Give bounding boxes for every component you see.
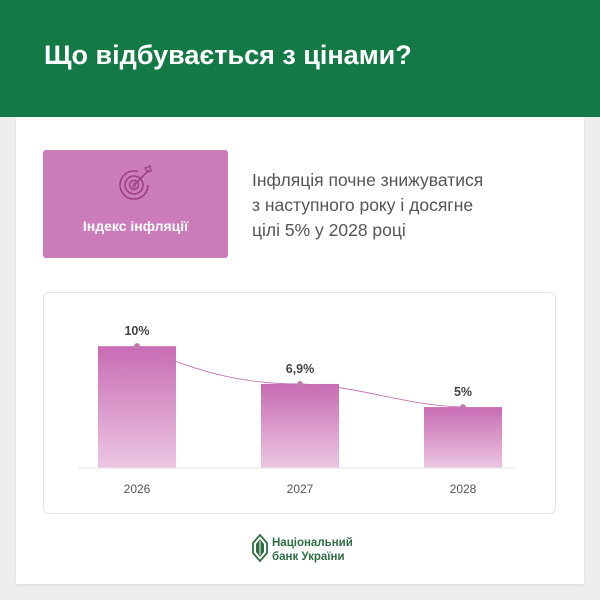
- bar-2027: [261, 383, 339, 468]
- intro-line: цілі 5% у 2028 році: [252, 220, 406, 240]
- header-bar: Що відбувається з цінами?: [0, 0, 600, 117]
- logo-line: банк України: [272, 551, 345, 563]
- intro-line: з наступного року і досягне: [252, 195, 474, 215]
- x-tick-label: 2026: [124, 482, 151, 496]
- logo-line: Національний: [272, 537, 353, 549]
- x-tick-label: 2028: [450, 482, 477, 496]
- value-label: 6,9%: [286, 362, 315, 376]
- nbu-logo-text: Національний банк України: [272, 536, 353, 564]
- inflation-index-badge: ₴ Індекс інфляції: [43, 150, 228, 258]
- bar-2028: [424, 407, 502, 468]
- nbu-logo-icon: [252, 534, 268, 562]
- target-icon: ₴: [119, 165, 152, 200]
- value-label: 10%: [124, 324, 149, 338]
- intro-line: Інфляція почне знижуватися: [252, 170, 484, 190]
- value-label: 5%: [454, 385, 472, 399]
- trend-point: [134, 343, 140, 350]
- page-title: Що відбувається з цінами?: [44, 40, 412, 70]
- svg-text:₴: ₴: [131, 182, 136, 190]
- bar-2026: [98, 346, 176, 468]
- trend-point: [297, 380, 303, 387]
- inflation-forecast-text: Інфляція почне знижуватися з наступного …: [252, 168, 552, 243]
- badge-label: Індекс інфляції: [82, 218, 189, 234]
- inflation-bar-chart: 10% 2026 6,9% 2027 5% 2028: [78, 324, 515, 496]
- trend-point: [460, 404, 466, 411]
- x-tick-label: 2027: [287, 482, 314, 496]
